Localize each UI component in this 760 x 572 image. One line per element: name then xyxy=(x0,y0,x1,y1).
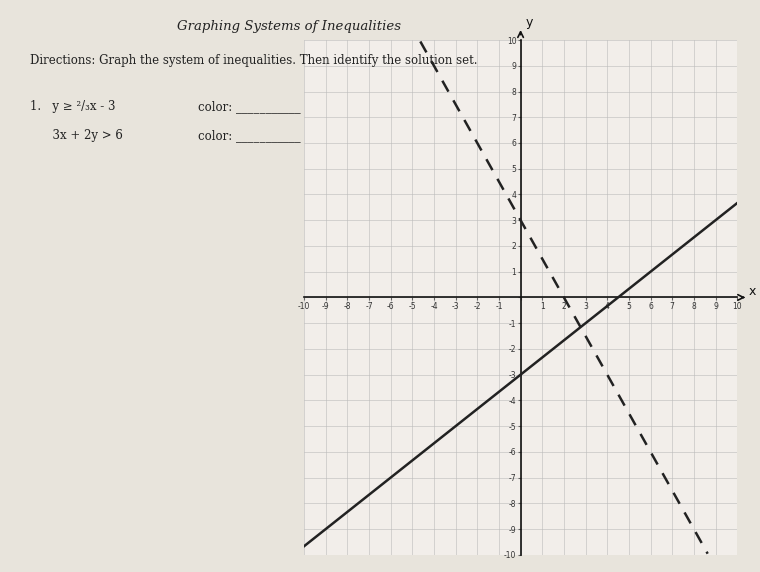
Text: 3x + 2y > 6: 3x + 2y > 6 xyxy=(30,129,123,142)
Text: Graphing Systems of Inequalities: Graphing Systems of Inequalities xyxy=(177,20,401,33)
Text: Directions: Graph the system of inequalities. Then identify the solution set.: Directions: Graph the system of inequali… xyxy=(30,54,478,67)
Text: x: x xyxy=(749,284,756,297)
Text: 1.   y ≥ ²/₃x - 3: 1. y ≥ ²/₃x - 3 xyxy=(30,100,116,113)
Text: color: ___________: color: ___________ xyxy=(198,129,300,142)
Text: color: ___________: color: ___________ xyxy=(198,100,300,113)
Text: y: y xyxy=(526,15,533,29)
